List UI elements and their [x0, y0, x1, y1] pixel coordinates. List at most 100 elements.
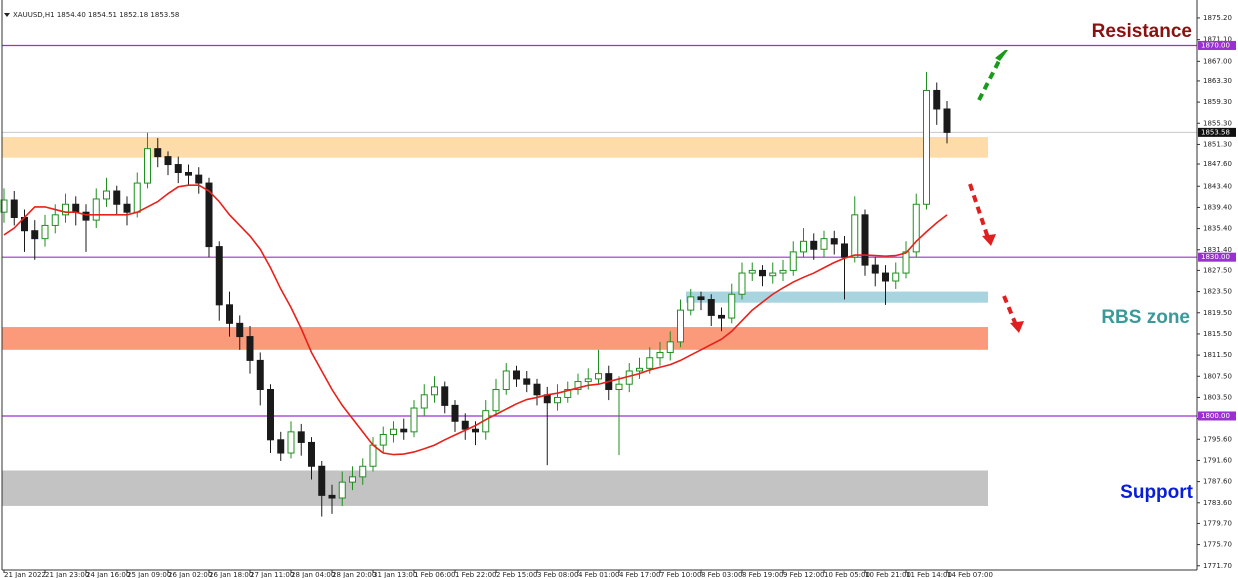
y-tick-label: 1791.60	[1203, 456, 1232, 464]
y-tick-label: 1811.50	[1203, 351, 1232, 359]
candle-body	[584, 378, 592, 383]
candles	[0, 71, 951, 517]
candle-body	[902, 251, 910, 274]
candle-body	[800, 240, 807, 253]
candle-body	[390, 428, 397, 435]
candle-body	[256, 359, 264, 391]
zone	[2, 470, 988, 506]
x-tick-label: 3 Feb 08:00	[537, 571, 578, 578]
candle-body	[882, 272, 889, 282]
level-label-box	[1198, 411, 1236, 421]
x-tick-label: 24 Jan 16:00	[86, 571, 130, 578]
candle-body	[154, 148, 162, 158]
candle-body	[656, 351, 664, 359]
candle-body	[923, 89, 930, 205]
y-tick-label: 1863.30	[1203, 77, 1232, 85]
candle-body	[0, 199, 8, 213]
candle-body	[677, 309, 684, 343]
candle-body	[636, 367, 643, 372]
quote: 1854.51	[88, 11, 117, 19]
x-tick-label: 1 Feb 06:00	[414, 571, 455, 578]
candle-body	[185, 171, 192, 176]
x-tick-label: 7 Feb 10:00	[660, 571, 701, 578]
candle-body	[195, 174, 203, 184]
current-price-box	[1198, 127, 1236, 137]
y-tick-label: 1839.40	[1203, 203, 1232, 211]
candle-body	[277, 439, 285, 454]
candle-body	[718, 314, 725, 319]
y-tick-label: 1867.00	[1203, 57, 1232, 65]
annotation: Support	[1120, 482, 1193, 503]
level-label: 1870.00	[1201, 41, 1230, 49]
candle-body	[513, 370, 520, 380]
y-tick-label: 1819.50	[1203, 309, 1232, 317]
candle-body	[205, 182, 213, 248]
candle-body	[236, 322, 244, 338]
candle-body	[523, 378, 531, 385]
candle-body	[441, 386, 449, 406]
candle-body	[62, 203, 69, 216]
candle-body	[851, 214, 859, 258]
candle-body	[267, 389, 274, 441]
arrow-up	[977, 56, 1003, 101]
candle-body	[431, 386, 438, 396]
candle-body	[933, 89, 941, 110]
y-tick-label: 1815.50	[1203, 330, 1232, 338]
y-tick-label: 1855.30	[1203, 119, 1232, 127]
y-tick-label: 1835.40	[1203, 225, 1232, 233]
candle-body	[646, 357, 654, 369]
zone	[686, 291, 988, 303]
x-tick-label: 8 Feb 03:00	[701, 571, 742, 578]
candle-body	[707, 299, 715, 316]
y-tick-label: 1871.10	[1203, 36, 1232, 44]
quote: 1852.18	[119, 11, 148, 19]
x-tick-label: 9 Feb 12:00	[783, 571, 824, 578]
y-tick-label: 1803.50	[1203, 393, 1232, 401]
candle-body	[369, 444, 377, 467]
candle-body	[697, 296, 705, 301]
y-tick-label: 1823.50	[1203, 288, 1232, 296]
x-tick-label: 4 Feb 17:00	[619, 571, 660, 578]
candle-body	[72, 203, 80, 213]
candle-body	[789, 251, 797, 271]
y-tick-label: 1771.70	[1203, 562, 1232, 570]
arrow-head-down	[1010, 321, 1024, 333]
candle-body	[338, 481, 346, 499]
x-tick-label: 25 Jan 09:00	[127, 571, 171, 578]
header-icon	[4, 13, 10, 17]
x-tick-label: 1 Feb 22:00	[455, 571, 496, 578]
candle-body	[461, 420, 469, 430]
candle-body	[533, 383, 541, 396]
candle-body	[738, 272, 746, 295]
candle-body	[564, 389, 572, 398]
level-label-box	[1198, 40, 1236, 50]
y-tick-label: 1843.40	[1203, 182, 1232, 190]
symbol: XAUUSD,H1	[13, 11, 55, 19]
y-tick-label: 1779.70	[1203, 519, 1232, 527]
y-tick-label: 1847.60	[1203, 160, 1232, 168]
level-label-box	[1198, 252, 1236, 262]
candle-body	[492, 389, 500, 412]
candle-body	[666, 341, 674, 353]
candle-body	[820, 238, 828, 250]
arrow-down	[968, 183, 990, 239]
candle-body	[318, 465, 326, 496]
candle-body	[400, 428, 408, 433]
y-tick-label: 1875.20	[1203, 14, 1232, 22]
candle-body	[41, 224, 49, 240]
candle-body	[841, 243, 848, 258]
x-tick-label: 10 Feb 21:00	[865, 571, 911, 578]
current-price-label: 1853.58	[1201, 128, 1230, 136]
arrow-down	[1002, 295, 1018, 326]
x-tick-label: 10 Feb 05:00	[824, 571, 870, 578]
candle-body	[226, 304, 233, 324]
candle-body	[451, 404, 459, 422]
y-tick-label: 1807.50	[1203, 372, 1232, 380]
y-tick-label: 1851.30	[1203, 140, 1232, 148]
level-label: 1800.00	[1201, 412, 1230, 420]
candle-body	[215, 246, 223, 306]
candle-body	[349, 476, 356, 483]
x-tick-label: 2 Feb 15:00	[496, 571, 537, 578]
arrow-head-down	[982, 234, 996, 246]
level-label: 1830.00	[1201, 253, 1230, 261]
